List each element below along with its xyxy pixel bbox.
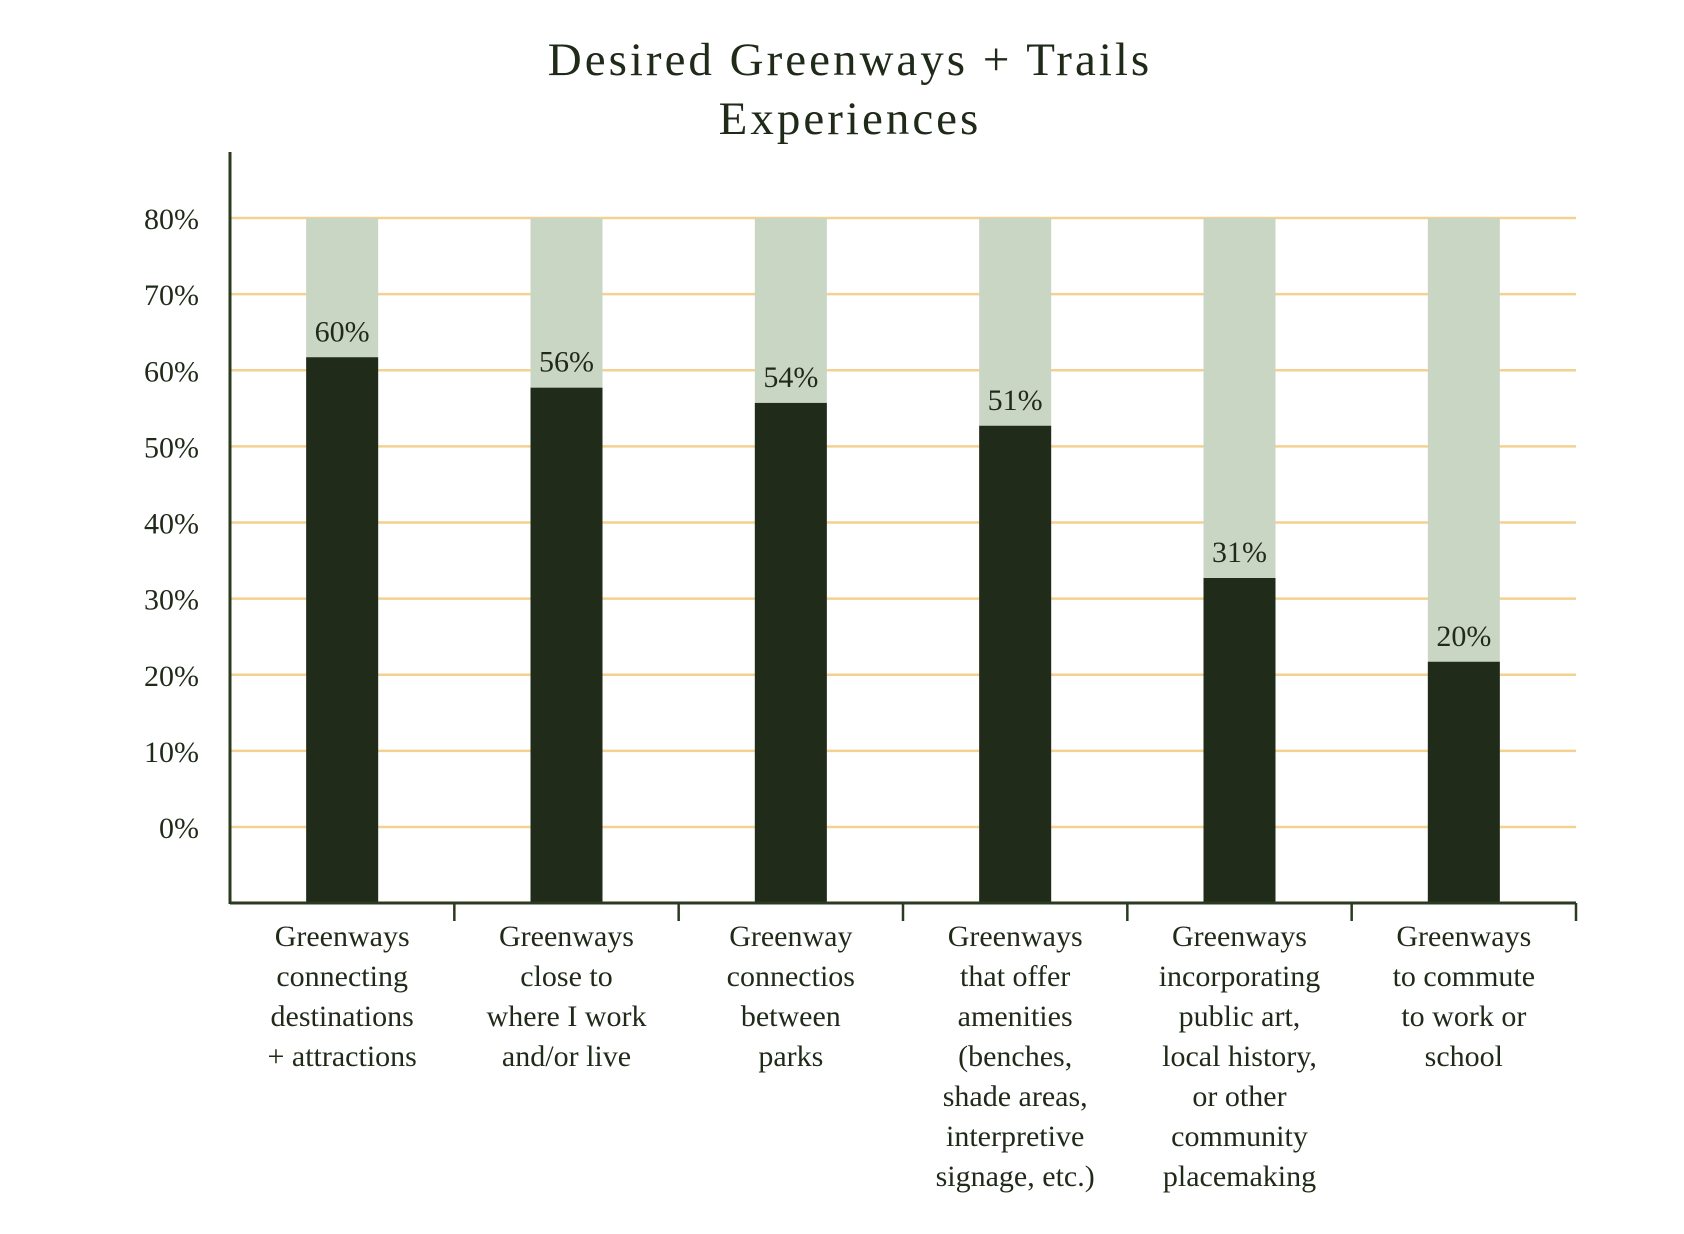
- x-category-label-line: where I work: [487, 1000, 647, 1033]
- data-label: 56%: [539, 346, 594, 379]
- chart-title: Desired Greenways + Trails Experiences: [548, 34, 1152, 145]
- x-category-label-line: destinations: [271, 1000, 414, 1033]
- y-tick-label: 20%: [144, 660, 199, 693]
- x-category-label-line: close to: [520, 960, 612, 993]
- x-category-label-line: local history,: [1162, 1040, 1317, 1073]
- y-tick-label: 30%: [144, 584, 199, 617]
- x-category-label-line: Greenways: [1172, 920, 1307, 953]
- y-tick-label: 70%: [144, 279, 199, 312]
- x-category-label: Greenway connectios between parks: [727, 920, 855, 1073]
- bar: [306, 357, 379, 903]
- x-category-label-line: Greenways: [499, 920, 634, 953]
- y-tick-label: 80%: [144, 203, 199, 236]
- data-label: 60%: [315, 315, 370, 348]
- x-category-label-line: Greenways: [1396, 920, 1531, 953]
- x-category-label-line: to commute: [1393, 960, 1535, 993]
- data-labels: 60% 56% 54% 51% 31% 20%: [315, 315, 1492, 653]
- x-category-label-line: Greenways: [948, 920, 1083, 953]
- x-category-label-line: parks: [758, 1040, 823, 1073]
- x-category-label-line: (benches,: [958, 1040, 1072, 1073]
- y-tick-label: 0%: [159, 812, 199, 845]
- y-tick-labels: 0% 10% 20% 30% 40% 50% 60% 70% 80%: [144, 203, 199, 845]
- bar: [979, 425, 1052, 903]
- x-category-label-line: amenities: [958, 1000, 1073, 1033]
- x-category-label-line: and/or live: [502, 1040, 631, 1073]
- data-label: 31%: [1212, 536, 1267, 569]
- y-tick-label: 60%: [144, 355, 199, 388]
- data-label: 20%: [1436, 620, 1491, 653]
- x-category-label-line: to work or: [1401, 1000, 1526, 1033]
- category-labels: Greenways connecting destinations + attract…: [267, 920, 1535, 1193]
- x-category-label-line: placemaking: [1163, 1160, 1316, 1193]
- bar: [1427, 661, 1500, 903]
- data-label: 51%: [988, 384, 1043, 417]
- background-bars-layer: [306, 218, 1500, 903]
- y-tick-label: 10%: [144, 736, 199, 769]
- x-category-label-line: + attractions: [267, 1040, 416, 1073]
- x-category-label-line: incorporating: [1159, 960, 1321, 993]
- x-category-label: Greenways connecting destinations + attract…: [267, 920, 416, 1073]
- bar: [1203, 578, 1276, 903]
- x-category-label-line: signage, etc.): [936, 1160, 1095, 1193]
- x-category-label-line: public art,: [1179, 1000, 1301, 1033]
- bar: [530, 387, 603, 903]
- axes-layer: [228, 152, 1578, 921]
- x-category-label-line: connectios: [727, 960, 855, 993]
- chart-title-line-2: Experiences: [719, 93, 982, 145]
- x-category-label: Greenways incorporating public art, local h…: [1159, 920, 1321, 1193]
- x-category-label-line: interpretive: [946, 1120, 1084, 1153]
- x-category-label: Greenways to commute to work or school: [1393, 920, 1535, 1073]
- x-category-label-line: between: [741, 1000, 841, 1033]
- x-category-label-line: connecting: [276, 960, 408, 993]
- x-category-label: Greenways that offer amenities (benches, sha…: [936, 920, 1095, 1193]
- y-tick-label: 50%: [144, 431, 199, 464]
- chart-title-line-1: Desired Greenways + Trails: [548, 34, 1152, 86]
- grid-layer: [230, 216, 1576, 829]
- bar: [754, 402, 827, 903]
- y-tick-label: 40%: [144, 508, 199, 541]
- x-category-label-line: community: [1171, 1120, 1308, 1153]
- bars-layer: [306, 357, 1500, 903]
- x-category-label-line: that offer: [960, 960, 1070, 993]
- data-label: 54%: [763, 361, 818, 394]
- x-category-label-line: Greenways: [275, 920, 410, 953]
- x-category-label-line: Greenway: [729, 920, 852, 953]
- x-category-label-line: shade areas,: [943, 1080, 1088, 1113]
- x-category-label-line: or other: [1192, 1080, 1286, 1113]
- x-category-label-line: school: [1425, 1040, 1503, 1073]
- x-category-label: Greenways close to where I work and/or live: [487, 920, 647, 1073]
